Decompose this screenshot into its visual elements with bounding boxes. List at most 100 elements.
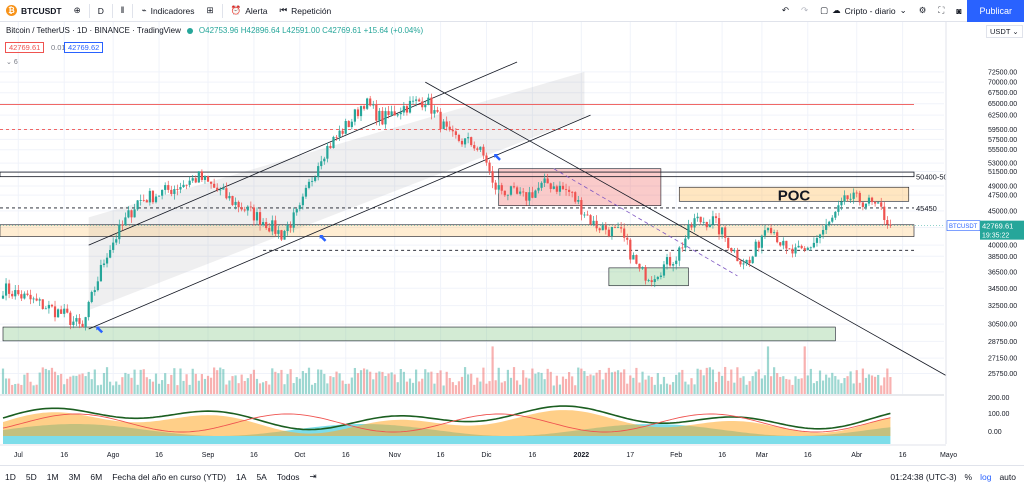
volume-bar xyxy=(766,346,770,394)
legend-collapse-toggle[interactable]: ⌄ 6 xyxy=(6,59,18,66)
volume-bar xyxy=(151,381,155,394)
chart-type-button[interactable]: ⫴ xyxy=(115,0,131,22)
volume-bar xyxy=(197,380,200,394)
bottom-toolbar: 1D 5D 1M 3M 6M Fecha del año en curso (Y… xyxy=(0,465,1024,487)
alert-button[interactable]: ⏰ Alerta xyxy=(225,0,274,22)
alarm-clock-icon: ⏰ xyxy=(230,5,242,15)
candle-body xyxy=(849,198,852,200)
range-ytd[interactable]: Fecha del año en curso (YTD) xyxy=(112,471,227,482)
volume-bar xyxy=(620,372,623,394)
templates-button[interactable]: ⊞ xyxy=(201,0,220,22)
candle-body xyxy=(399,112,402,115)
volume-bar xyxy=(543,379,546,394)
symbol-search[interactable]: ₿ BTCUSDT xyxy=(0,0,68,22)
snapshot-button[interactable]: ◙ xyxy=(950,0,967,22)
clock[interactable]: 01:24:38 (UTC-3) xyxy=(890,471,957,482)
volume-bar xyxy=(497,367,500,394)
buy-price[interactable]: 42769.62 xyxy=(64,42,104,53)
currency-selector[interactable]: USDT ⌄ xyxy=(986,25,1023,38)
volume-bar xyxy=(350,377,353,394)
price-tick-label: 36500.00 xyxy=(988,269,1017,276)
percent-scale-toggle[interactable]: % xyxy=(964,471,973,482)
candle-body xyxy=(794,247,797,254)
candle-body xyxy=(595,220,598,229)
layout-selector[interactable]: ▢ ☁ Cripto - diario ⌄ xyxy=(814,0,913,22)
candle-body xyxy=(124,217,127,225)
ohlc-change: +15.64 (+0.04%) xyxy=(363,26,424,35)
candle-body xyxy=(662,264,666,276)
volume-bar xyxy=(595,372,598,394)
candle-body xyxy=(32,298,35,300)
candle-body xyxy=(145,200,148,203)
candle-body xyxy=(289,225,292,228)
candle-body xyxy=(249,206,252,208)
settings-button[interactable]: ⚙ xyxy=(913,0,933,22)
candle-body xyxy=(721,227,724,235)
candle-body xyxy=(525,192,528,201)
range-1d[interactable]: 1D xyxy=(5,471,16,482)
replay-button[interactable]: ⏮ Repetición xyxy=(273,0,337,22)
compare-button[interactable]: ⊕ xyxy=(68,0,87,22)
candle-body xyxy=(653,279,656,283)
candle-body xyxy=(154,196,158,203)
indicators-button[interactable]: ⌁ Indicadores xyxy=(135,0,200,22)
range-5d[interactable]: 5D xyxy=(25,471,37,482)
redo-button[interactable]: ↷ xyxy=(795,0,814,22)
volume-bar xyxy=(8,378,11,394)
candle-body xyxy=(29,294,32,300)
auto-scale-toggle[interactable]: auto xyxy=(999,471,1016,482)
candle-body xyxy=(512,186,516,188)
candle-body xyxy=(268,228,271,232)
candle-body xyxy=(78,318,81,324)
range-6m[interactable]: 6M xyxy=(90,471,103,482)
volume-bar xyxy=(424,369,427,394)
candle-body xyxy=(433,110,436,114)
candle-body xyxy=(463,138,467,145)
volume-bar xyxy=(255,378,259,394)
series-title: Bitcoin / TetherUS · 1D · BINANCE · Trad… xyxy=(6,26,181,35)
price-tick-label: 59500.00 xyxy=(988,127,1017,134)
volume-bar xyxy=(314,383,317,394)
volume-bar xyxy=(797,378,800,394)
price-tick-label: 30500.00 xyxy=(988,322,1017,329)
range-all[interactable]: Todos xyxy=(276,471,300,482)
sell-price[interactable]: 42769.61 xyxy=(5,42,45,53)
candle-body xyxy=(191,178,194,181)
candle-body xyxy=(852,192,855,199)
volume-bar xyxy=(540,372,543,394)
range-1m[interactable]: 1M xyxy=(46,471,59,482)
candle-body xyxy=(265,222,268,229)
volume-bar xyxy=(372,379,375,394)
divider xyxy=(221,3,223,18)
candle-body xyxy=(739,261,742,265)
fullscreen-button[interactable]: ⛶ xyxy=(932,0,950,22)
undo-button[interactable]: ↶ xyxy=(776,0,795,22)
volume-bar xyxy=(546,368,549,394)
range-3m[interactable]: 3M xyxy=(68,471,81,482)
volume-bar xyxy=(561,376,565,394)
zone-box xyxy=(678,186,910,202)
interval-button[interactable]: D xyxy=(97,5,104,16)
candle-body xyxy=(586,214,589,216)
candle-body xyxy=(411,100,415,102)
price-tick-label: 67500.00 xyxy=(988,90,1017,97)
range-5y[interactable]: 5A xyxy=(256,471,267,482)
volume-bar xyxy=(730,369,733,394)
candle-body xyxy=(610,226,614,237)
range-1y[interactable]: 1A xyxy=(236,471,247,482)
volume-bar xyxy=(332,377,335,394)
candle-body xyxy=(415,99,418,101)
volume-bar xyxy=(580,368,583,394)
volume-bar xyxy=(739,377,742,394)
candle-body xyxy=(604,225,607,230)
date-range-icon[interactable]: ⇥ xyxy=(309,471,317,481)
volume-bar xyxy=(56,375,60,394)
log-scale-toggle[interactable]: log xyxy=(980,471,992,482)
candle-body xyxy=(69,312,72,325)
volume-bar xyxy=(219,367,222,394)
candle-body xyxy=(460,140,464,145)
publish-button[interactable]: Publicar xyxy=(967,0,1024,22)
volume-bar xyxy=(20,384,23,394)
candle-body xyxy=(246,206,249,211)
price-chart[interactable]: POC 50400-50800 45450 ⬉ ⬉ ⬉ 72500.00 70000.00 67… xyxy=(0,22,1024,465)
